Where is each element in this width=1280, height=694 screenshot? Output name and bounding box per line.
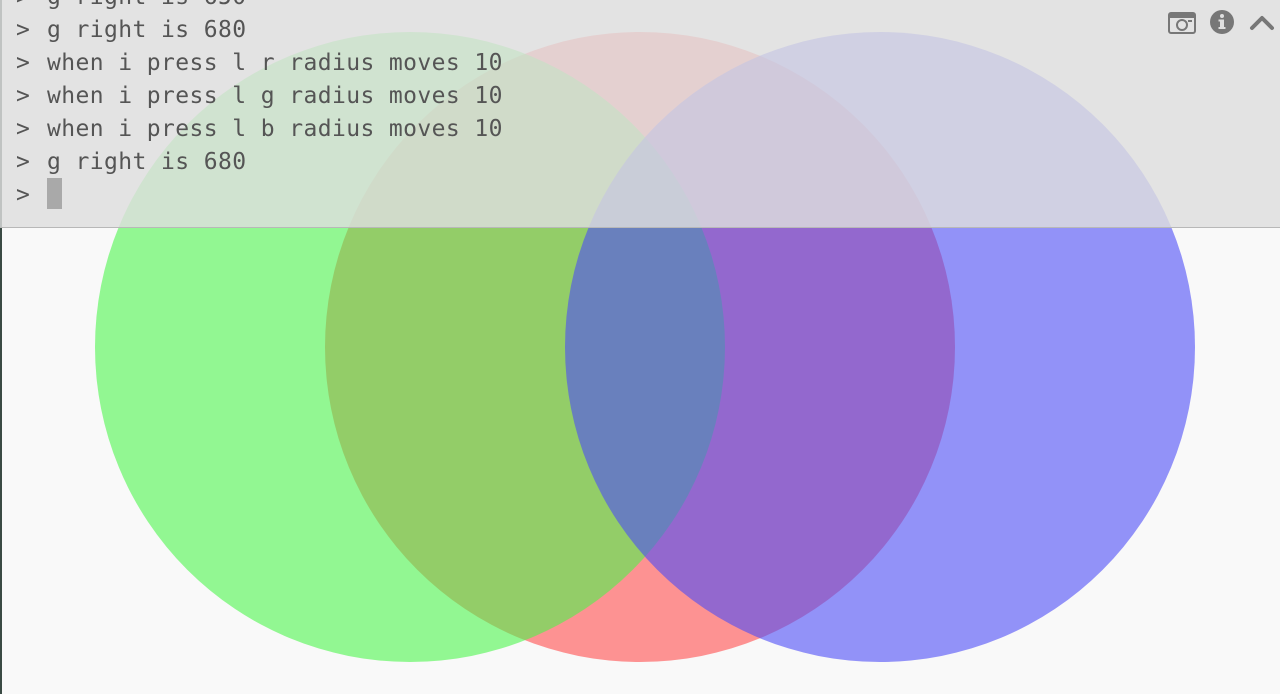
input-prompt-symbol: >	[16, 182, 31, 208]
chevron-up-icon	[1249, 13, 1275, 35]
prompt-symbol: >	[16, 0, 47, 14]
console-line-text: g right is 680	[47, 17, 247, 43]
console-line-text: g right is 650	[47, 0, 246, 10]
text-cursor	[47, 178, 62, 209]
console-input-line[interactable]: >	[16, 178, 503, 212]
console-line: >g right is 650	[16, 0, 503, 14]
window-edge	[0, 0, 2, 694]
console-panel[interactable]: >g right is 650 >g right is 680 >when i …	[0, 0, 1280, 228]
console-line: > g right is 680	[16, 146, 503, 179]
console-line-text: when i press l b radius moves 10	[47, 116, 503, 142]
screenshot-button[interactable]	[1164, 6, 1200, 42]
info-button[interactable]	[1204, 6, 1240, 42]
console-line-text: g right is 680	[47, 149, 247, 175]
prompt-symbol: >	[16, 116, 31, 142]
console-line: > when i press l b radius moves 10	[16, 113, 503, 146]
prompt-symbol: >	[16, 83, 31, 109]
console-line-text: when i press l g radius moves 10	[47, 83, 503, 109]
prompt-symbol: >	[16, 17, 31, 43]
console-line-text: when i press l r radius moves 10	[47, 50, 503, 76]
console-line: > when i press l g radius moves 10	[16, 80, 503, 113]
info-icon	[1209, 9, 1235, 39]
camera-icon	[1168, 10, 1196, 38]
toolbar	[1160, 6, 1280, 42]
prompt-symbol: >	[16, 50, 31, 76]
collapse-button[interactable]	[1244, 6, 1280, 42]
console-line: > when i press l r radius moves 10	[16, 47, 503, 80]
console-history: >g right is 650 >g right is 680 >when i …	[16, 0, 503, 212]
prompt-symbol: >	[16, 149, 31, 175]
console-line: > g right is 680	[16, 14, 503, 47]
